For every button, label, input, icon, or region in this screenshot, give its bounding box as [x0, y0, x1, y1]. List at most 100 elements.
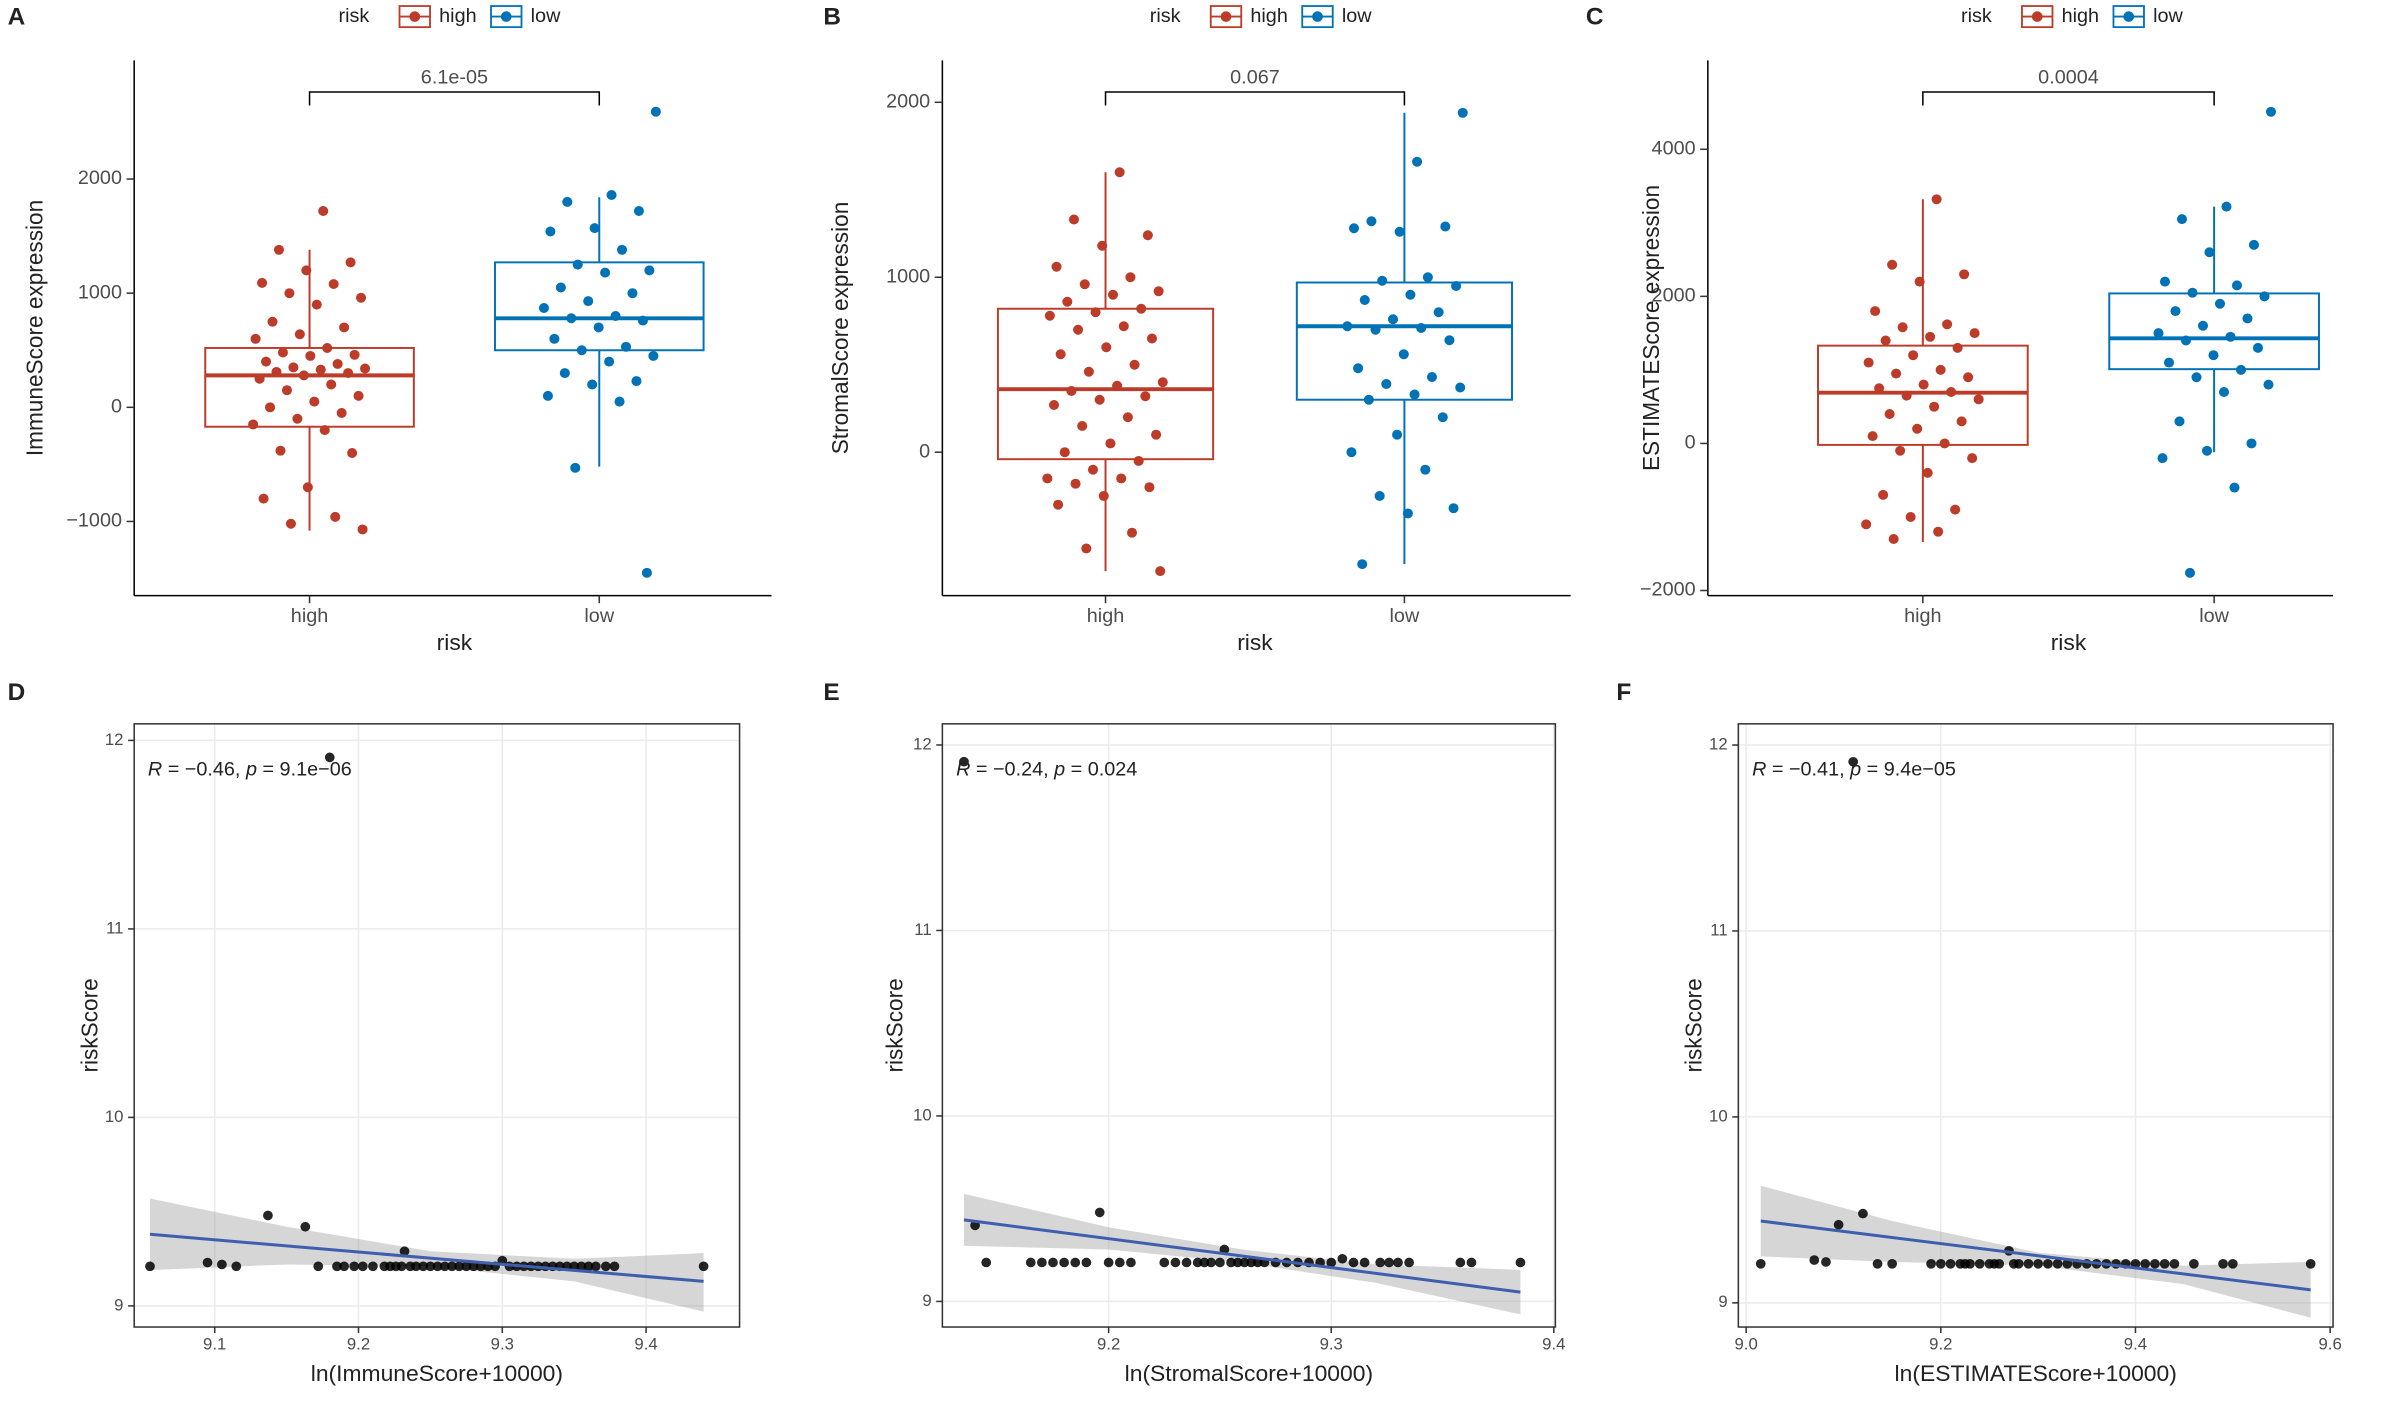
point [418, 1261, 429, 1272]
x-tick-label: 9.2 [1929, 1335, 1952, 1354]
point [1918, 379, 1929, 390]
y-tick-label: −1000 [66, 510, 122, 532]
point [1969, 328, 1980, 339]
point [2013, 1258, 2024, 1269]
point [1366, 216, 1377, 227]
x-tick-label: 9.3 [491, 1335, 514, 1354]
point [1374, 490, 1385, 501]
x-tick-label: 9.2 [1097, 1335, 1120, 1354]
point [1081, 543, 1092, 554]
y-tick-label: 4000 [1652, 138, 1696, 160]
point [1215, 1257, 1225, 1268]
point [1094, 394, 1105, 405]
point [271, 366, 282, 377]
point [1375, 1257, 1386, 1268]
correlation-label: R = −0.24, p = 0.024 [956, 759, 1137, 781]
panel-label: B [823, 4, 841, 31]
point [319, 425, 330, 436]
point [1887, 259, 1898, 270]
confidence-band [1760, 1185, 2311, 1318]
point [1426, 371, 1438, 382]
point [1950, 504, 1961, 515]
point [1105, 438, 1116, 449]
point [566, 313, 577, 324]
correlation-part: p [245, 759, 257, 781]
point [1457, 107, 1468, 118]
point [1192, 1257, 1203, 1268]
point [1405, 289, 1416, 300]
legend-key [2123, 11, 2135, 22]
bracket [308, 91, 601, 106]
point [1239, 1257, 1250, 1268]
point [322, 342, 333, 353]
point [604, 356, 615, 367]
p-value: 0.0004 [2038, 67, 2099, 89]
point [328, 279, 339, 290]
point [1942, 319, 1953, 330]
point [2150, 1258, 2160, 1269]
fit-line [963, 1218, 1521, 1294]
point [2187, 287, 2198, 298]
panel-border [1737, 723, 2334, 1328]
x-tick-label: 9.4 [634, 1335, 657, 1354]
legend-key [1220, 11, 1232, 22]
point [2184, 567, 2196, 578]
point [542, 390, 553, 401]
point [305, 350, 316, 361]
x-axis-label: risk [2051, 629, 2087, 655]
point [1370, 324, 1381, 335]
point [1956, 416, 1967, 427]
point [217, 1259, 227, 1270]
point [1118, 321, 1129, 332]
point [1926, 1258, 1936, 1269]
panel-label: F [1616, 679, 1631, 706]
y-tick-label: 11 [1710, 920, 1727, 939]
point [981, 1257, 992, 1268]
point [349, 349, 360, 360]
point [432, 1261, 443, 1272]
point [637, 315, 648, 326]
point [1181, 1257, 1192, 1268]
x-tick-label: low [1390, 605, 1421, 627]
point [583, 1261, 594, 1272]
point [1246, 1257, 1256, 1268]
point [1755, 1258, 1766, 1269]
bracket [1922, 91, 2215, 106]
correlation-part: R [956, 759, 970, 781]
point [1901, 390, 1912, 401]
point [570, 462, 581, 473]
point [1042, 473, 1053, 484]
point [1126, 527, 1138, 538]
point [2180, 335, 2192, 346]
point [538, 303, 549, 313]
point [1994, 1258, 2005, 1269]
point [1863, 357, 1874, 368]
point [1126, 1257, 1136, 1268]
point [609, 1261, 620, 1272]
point [1025, 1257, 1036, 1268]
point [359, 363, 371, 374]
legend-label: low [2153, 5, 2184, 27]
point [572, 259, 583, 270]
y-tick-label: 12 [105, 730, 124, 749]
point [576, 345, 587, 356]
box [493, 261, 705, 352]
point [1872, 1258, 1883, 1269]
y-tick-label: 2000 [1652, 285, 1696, 307]
point [461, 1261, 472, 1272]
point [281, 385, 292, 396]
box [2108, 292, 2320, 371]
point [1146, 333, 1158, 344]
point [1897, 322, 1908, 333]
point [2201, 445, 2213, 456]
legend-title: risk [1150, 5, 1181, 27]
y-tick-label: 10 [1709, 1106, 1728, 1125]
point [1232, 1257, 1243, 1268]
point [349, 1261, 360, 1272]
point [1884, 409, 1895, 419]
fit-line [149, 1232, 704, 1283]
point [562, 196, 573, 207]
y-tick-label: 12 [913, 734, 932, 753]
point [1880, 335, 1891, 346]
